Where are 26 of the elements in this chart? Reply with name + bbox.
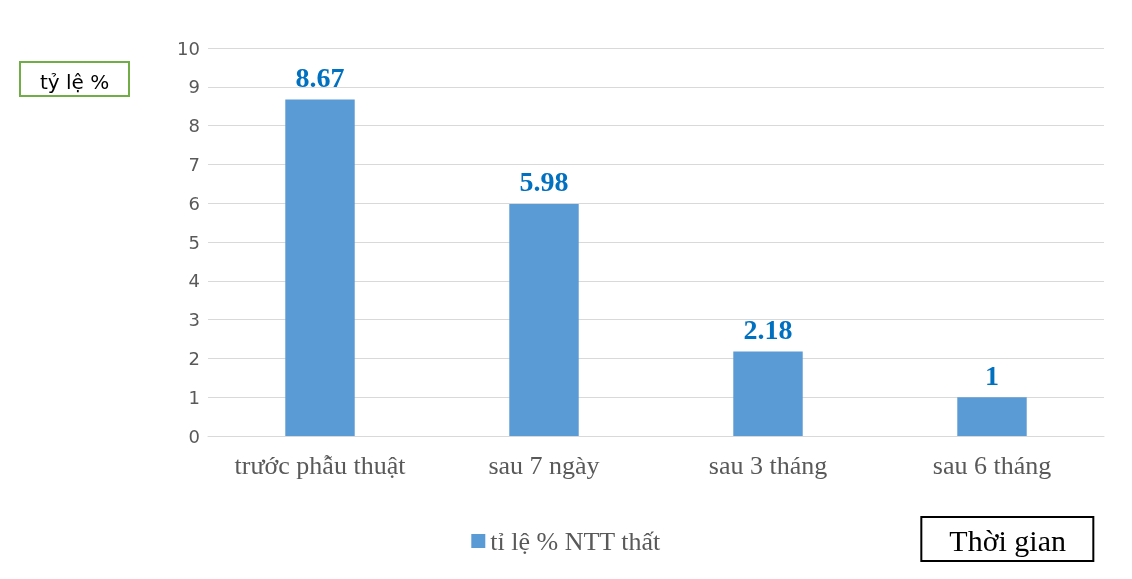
- x-tick-label: trước phẫu thuật: [234, 450, 407, 480]
- data-label: 5.98: [519, 166, 569, 198]
- y-tick-label: 6: [188, 192, 200, 214]
- bar: [285, 99, 355, 436]
- bar: [509, 203, 579, 436]
- data-label: 8.67: [295, 62, 345, 94]
- y-tick-label: 10: [177, 37, 200, 59]
- x-tick-label: sau 6 tháng: [932, 450, 1052, 480]
- y-axis-title: tỷ lệ %: [40, 70, 110, 94]
- y-tick-label: 0: [188, 425, 200, 447]
- x-tick-label: sau 3 tháng: [708, 450, 828, 480]
- y-tick-label: 1: [188, 386, 200, 408]
- bar: [957, 397, 1027, 436]
- data-label: 2.18: [743, 313, 793, 345]
- x-axis-title: Thời gian: [949, 523, 1067, 557]
- y-tick-label: 3: [188, 309, 200, 331]
- data-label: 1: [985, 359, 999, 391]
- y-tick-label: 5: [188, 231, 200, 253]
- y-tick-label: 2: [188, 347, 200, 369]
- bar: [733, 351, 803, 436]
- x-tick-label: sau 7 ngày: [488, 450, 600, 480]
- y-tick-label: 7: [188, 153, 200, 175]
- y-tick-label: 9: [188, 76, 200, 98]
- y-tick-label: 8: [188, 115, 200, 137]
- legend-label: tỉ lệ % NTT thất: [490, 526, 661, 556]
- y-tick-label: 4: [188, 270, 200, 292]
